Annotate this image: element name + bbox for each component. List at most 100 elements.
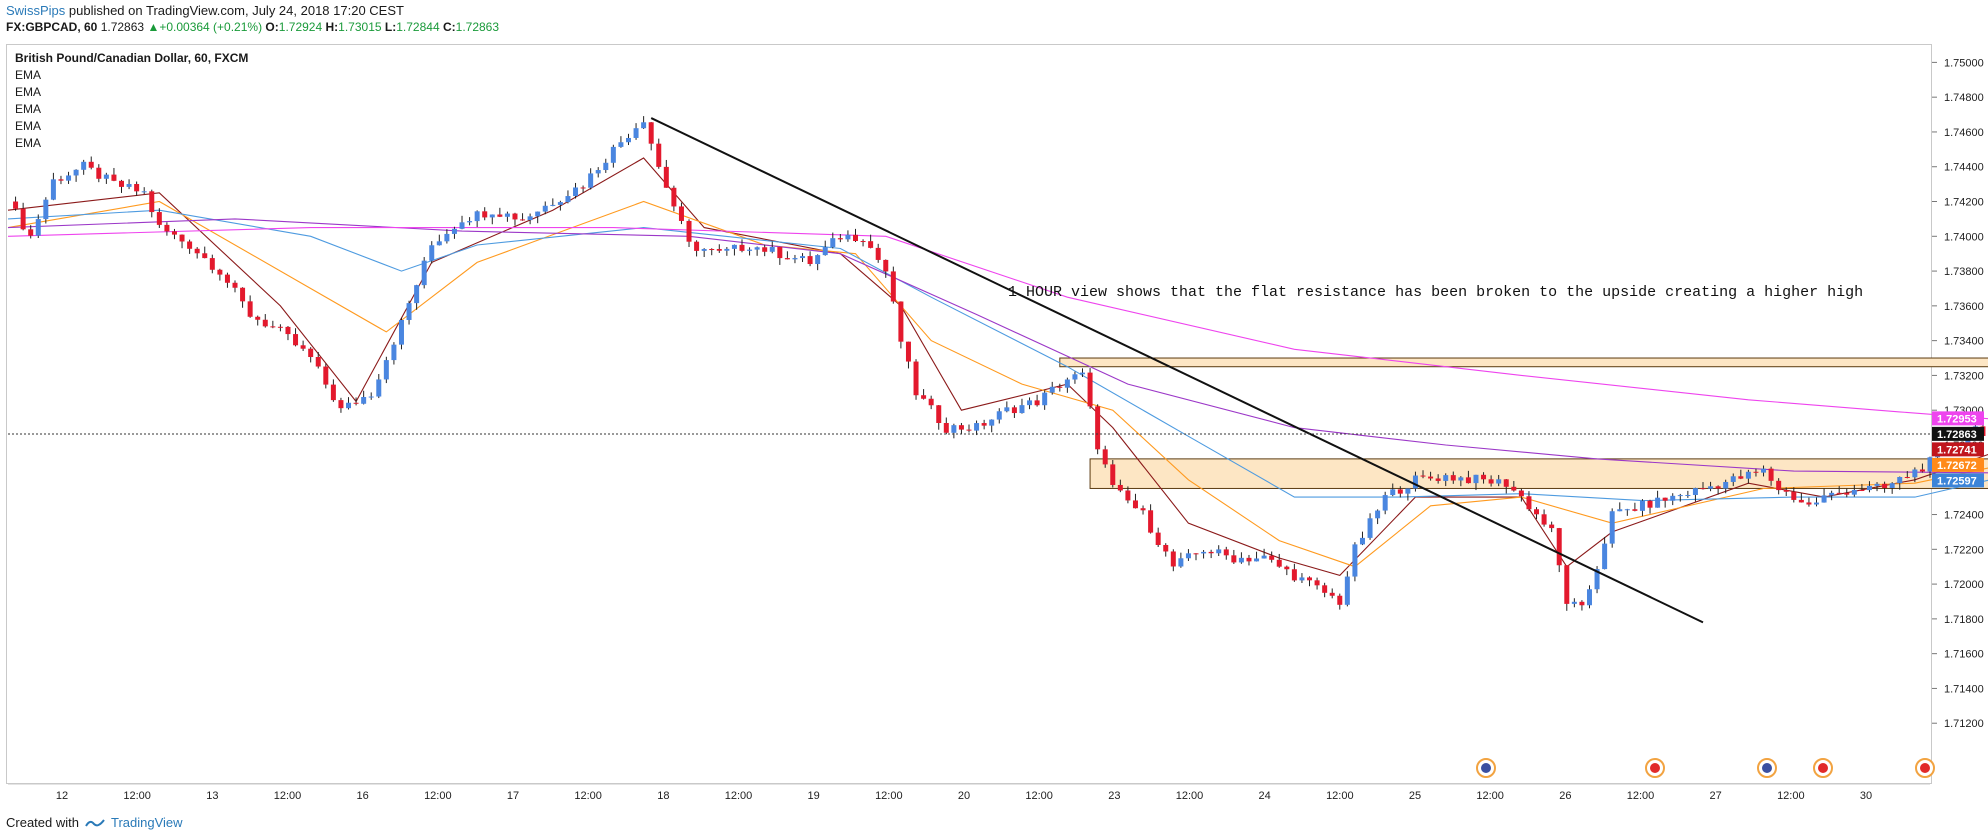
x-tick-label: 26 (1559, 790, 1571, 802)
candle-body (1556, 528, 1562, 566)
candle-body (860, 241, 866, 243)
x-tick-label: 12:00 (1176, 790, 1204, 802)
candle-body (1730, 476, 1736, 482)
candle-body (1314, 580, 1320, 586)
candle-body (1511, 486, 1517, 491)
ema-line (7, 218, 1988, 474)
candle-body (520, 219, 526, 221)
candle-body (588, 173, 594, 188)
candle-body (1655, 497, 1661, 508)
candle-body (270, 326, 276, 328)
candle-body (921, 395, 927, 399)
candle-body (232, 282, 238, 288)
downtrend-line (650, 117, 1704, 624)
x-tick-label: 30 (1860, 790, 1872, 802)
candle-body (1639, 500, 1645, 511)
candle-body (898, 301, 904, 342)
candle-body (792, 258, 798, 260)
candle-body (890, 271, 896, 302)
candle-body (1261, 555, 1267, 559)
candle-body (1768, 468, 1774, 481)
price-tag (1932, 442, 1984, 457)
candle-body (1080, 372, 1086, 375)
legend-ema-3[interactable]: EMA (15, 102, 42, 116)
candle-body (845, 234, 851, 240)
x-tick-label: 24 (1259, 790, 1271, 802)
low-label: L: (384, 20, 397, 34)
symbol-label: FX:GBPCAD, 60 (6, 20, 98, 34)
candle-body (43, 199, 49, 220)
candle-body (1791, 491, 1797, 500)
candle-body (1208, 551, 1214, 554)
candle-body (209, 258, 215, 270)
close-value: 1.72863 (455, 20, 500, 34)
x-tick-label: 12:00 (123, 790, 151, 802)
y-tick-label: 1.73200 (1944, 370, 1984, 382)
candle-body (1692, 488, 1698, 495)
candle-body (489, 214, 495, 218)
candle-body (217, 269, 223, 275)
legend-title: British Pound/Canadian Dollar, 60, FXCM (15, 51, 249, 65)
y-tick-label: 1.74000 (1944, 231, 1984, 243)
candle-body (928, 398, 934, 406)
event-flag-icon[interactable] (1476, 758, 1496, 778)
candle-body (504, 213, 510, 217)
publish-info: SwissPips published on TradingView.com, … (6, 2, 404, 19)
candle-body (1571, 601, 1577, 604)
x-tick-label: 12:00 (875, 790, 903, 802)
event-flag-icon[interactable] (1757, 758, 1777, 778)
candle-body (391, 344, 397, 361)
candle-body (1844, 492, 1850, 495)
candle-body (255, 316, 261, 320)
candle-body (807, 256, 813, 265)
candle-body (1269, 555, 1275, 560)
tradingview-link[interactable]: TradingView (110, 815, 183, 830)
candle-body (13, 201, 19, 209)
y-tick-label: 1.71600 (1944, 649, 1984, 661)
event-flag-icon[interactable] (1645, 758, 1665, 778)
legend-ema-2[interactable]: EMA (15, 85, 42, 99)
author-link[interactable]: SwissPips (6, 3, 66, 18)
candle-body (414, 285, 420, 304)
candle-body (1148, 510, 1154, 533)
legend-ema-5[interactable]: EMA (15, 136, 42, 150)
candle-body (1042, 392, 1048, 406)
candle-body (1662, 497, 1668, 501)
event-flag-icon[interactable] (1813, 758, 1833, 778)
candle-body (398, 319, 404, 345)
candle-body (1435, 478, 1441, 481)
candle-body (1518, 490, 1524, 497)
candle-body (678, 206, 684, 221)
candle-body (1117, 484, 1123, 491)
candle-body (315, 357, 321, 367)
tradingview-logo-icon (85, 818, 105, 827)
candle-body (580, 187, 586, 189)
candle-body (777, 246, 783, 259)
candle-body (724, 248, 730, 251)
candle-body (1685, 494, 1691, 496)
candle-body (20, 208, 26, 230)
candle-body (800, 256, 806, 259)
x-tick-label: 25 (1409, 790, 1421, 802)
y-tick-label: 1.72000 (1944, 579, 1984, 591)
event-flag-icon[interactable] (1915, 758, 1935, 778)
legend-ema-4[interactable]: EMA (15, 119, 42, 133)
candle-body (527, 216, 533, 221)
symbol-bar: FX:GBPCAD, 60 1.72863 ▲+0.00364 (+0.21%)… (6, 19, 499, 36)
candle-body (512, 213, 518, 220)
candle-body (1049, 386, 1055, 393)
ema-line (7, 227, 1988, 420)
price-tag (1932, 411, 1984, 426)
x-tick-label: 27 (1710, 790, 1722, 802)
candle-body (1072, 374, 1078, 380)
legend-ema-1[interactable]: EMA (15, 68, 42, 82)
candle-body (436, 241, 442, 246)
y-tick-label: 1.73600 (1944, 301, 1984, 313)
x-tick-label: 23 (1108, 790, 1120, 802)
candle-body (1836, 492, 1842, 494)
candle-body (126, 184, 132, 187)
candle-body (694, 241, 700, 251)
candle-body (451, 228, 457, 234)
candle-body (1132, 500, 1138, 509)
